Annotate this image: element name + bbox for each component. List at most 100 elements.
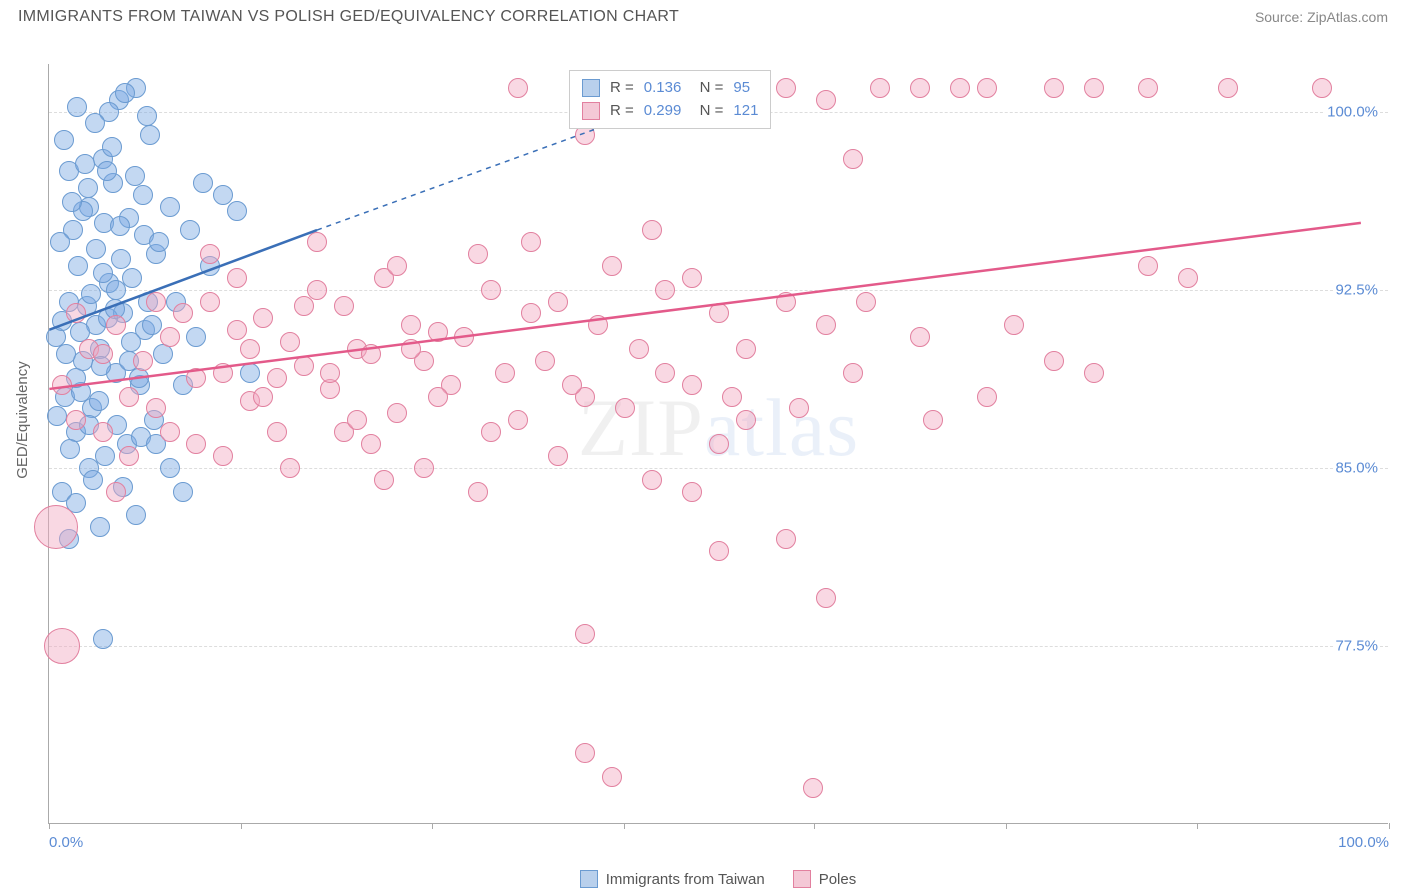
data-point <box>106 482 126 502</box>
data-point <box>253 387 273 407</box>
series-legend: Immigrants from Taiwan Poles <box>48 870 1388 888</box>
data-point <box>52 375 72 395</box>
data-point <box>334 296 354 316</box>
data-point <box>521 232 541 252</box>
data-point <box>146 398 166 418</box>
data-point <box>93 263 113 283</box>
data-point <box>267 422 287 442</box>
data-point <box>146 292 166 312</box>
data-point <box>78 178 98 198</box>
data-point <box>816 315 836 335</box>
data-point <box>1178 268 1198 288</box>
watermark-main: ZIP <box>578 382 704 473</box>
data-point <box>1084 78 1104 98</box>
data-point <box>102 137 122 157</box>
data-point <box>110 216 130 236</box>
data-point <box>655 280 675 300</box>
data-point <box>106 315 126 335</box>
data-point <box>133 185 153 205</box>
data-point <box>682 268 702 288</box>
swatch-poles <box>582 102 600 120</box>
swatch-taiwan <box>582 79 600 97</box>
legend-item-poles: Poles <box>793 870 857 888</box>
data-point <box>1138 78 1158 98</box>
r-value-taiwan: 0.136 <box>644 77 682 100</box>
data-point <box>133 351 153 371</box>
data-point <box>93 422 113 442</box>
data-point <box>1044 78 1064 98</box>
gridline <box>49 468 1388 469</box>
legend-item-taiwan: Immigrants from Taiwan <box>580 870 765 888</box>
data-point <box>1004 315 1024 335</box>
stats-row-poles: R = 0.299 N = 121 <box>582 100 758 123</box>
data-point <box>67 97 87 117</box>
data-point <box>186 368 206 388</box>
data-point <box>56 344 76 364</box>
data-point <box>253 308 273 328</box>
n-label: N = <box>691 77 723 100</box>
data-point <box>115 83 135 103</box>
data-point <box>93 344 113 364</box>
data-point <box>149 232 169 252</box>
n-label: N = <box>691 100 723 123</box>
data-point <box>709 434 729 454</box>
data-point <box>44 628 80 664</box>
data-point <box>642 470 662 490</box>
x-tick <box>1006 823 1007 829</box>
data-point <box>97 161 117 181</box>
x-tick <box>814 823 815 829</box>
r-label: R = <box>610 77 634 100</box>
data-point <box>129 368 149 388</box>
data-point <box>682 482 702 502</box>
x-tick <box>241 823 242 829</box>
data-point <box>193 173 213 193</box>
data-point <box>401 339 421 359</box>
data-point <box>186 434 206 454</box>
data-point <box>213 446 233 466</box>
data-point <box>1312 78 1332 98</box>
data-point <box>910 78 930 98</box>
data-point <box>267 368 287 388</box>
data-point <box>468 482 488 502</box>
data-point <box>86 239 106 259</box>
data-point <box>588 315 608 335</box>
data-point <box>428 387 448 407</box>
data-point <box>481 422 501 442</box>
data-point <box>468 244 488 264</box>
data-point <box>736 410 756 430</box>
data-point <box>126 505 146 525</box>
data-point <box>160 458 180 478</box>
data-point <box>950 78 970 98</box>
data-point <box>160 422 180 442</box>
data-point <box>856 292 876 312</box>
data-point <box>521 303 541 323</box>
data-point <box>200 292 220 312</box>
data-point <box>870 78 890 98</box>
data-point <box>575 743 595 763</box>
data-point <box>709 303 729 323</box>
r-label: R = <box>610 100 634 123</box>
data-point <box>642 220 662 240</box>
data-point <box>682 375 702 395</box>
data-point <box>85 113 105 133</box>
legend-swatch-poles <box>793 870 811 888</box>
stats-row-taiwan: R = 0.136 N = 95 <box>582 77 758 100</box>
data-point <box>68 256 88 276</box>
stats-legend: R = 0.136 N = 95 R = 0.299 N = 121 <box>569 70 771 129</box>
data-point <box>83 470 103 490</box>
data-point <box>200 244 220 264</box>
data-point <box>361 434 381 454</box>
watermark: ZIPatlas <box>578 381 859 475</box>
n-value-taiwan: 95 <box>733 77 750 100</box>
data-point <box>602 256 622 276</box>
data-point <box>119 446 139 466</box>
data-point <box>227 320 247 340</box>
data-point <box>655 363 675 383</box>
y-tick-label: 92.5% <box>1333 281 1380 298</box>
x-max-label: 100.0% <box>1338 834 1389 851</box>
data-point <box>121 332 141 352</box>
gridline <box>49 290 1388 291</box>
data-point <box>160 327 180 347</box>
data-point <box>186 327 206 347</box>
data-point <box>81 284 101 304</box>
